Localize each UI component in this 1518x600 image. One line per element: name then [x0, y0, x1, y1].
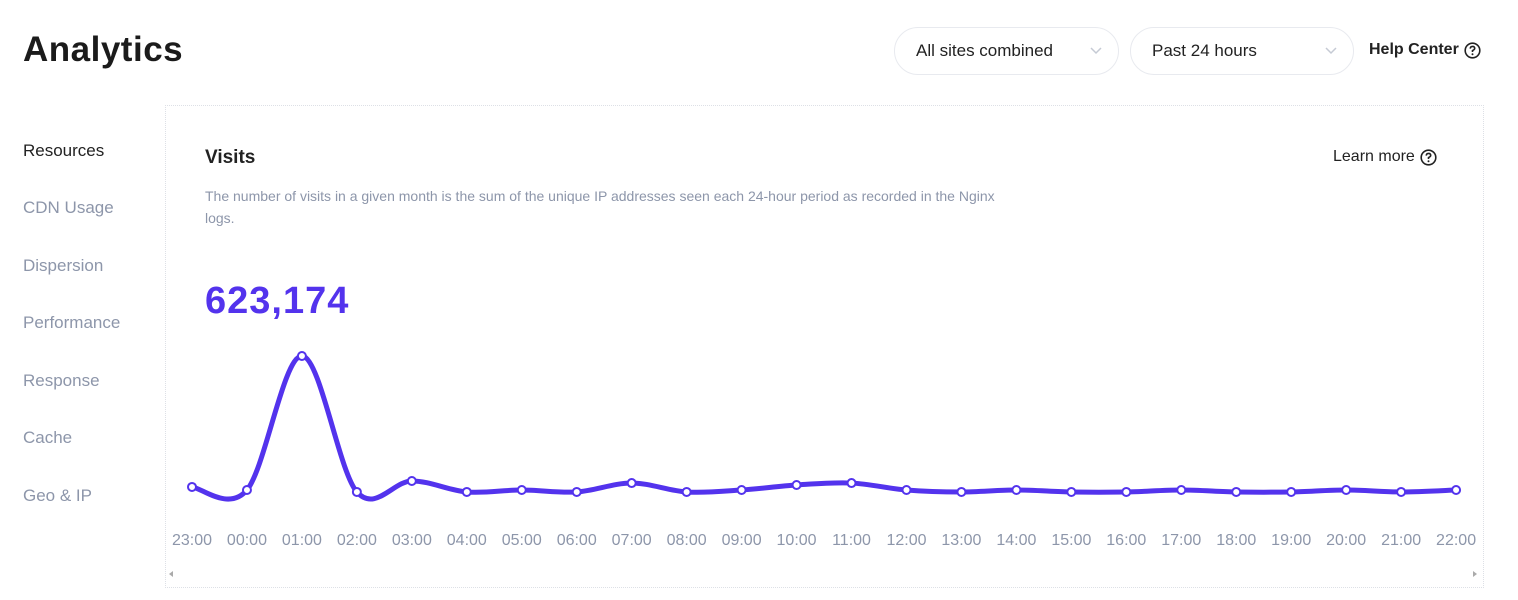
x-tick-label: 01:00	[282, 532, 322, 549]
data-point	[1341, 485, 1352, 496]
nav-item[interactable]: Cache	[23, 428, 73, 447]
page-title: Analytics	[23, 30, 184, 69]
x-tick-label: 21:00	[1381, 532, 1421, 549]
data-point	[901, 485, 912, 496]
x-tick-label: 04:00	[447, 532, 487, 549]
x-tick-label: 22:00	[1436, 532, 1476, 549]
x-tick-label: 03:00	[392, 532, 432, 549]
data-point	[406, 475, 417, 486]
help-label: Help Center	[1369, 41, 1459, 58]
x-tick-label: 05:00	[502, 532, 542, 549]
x-tick-label: 06:00	[557, 532, 597, 549]
x-tick-label: 17:00	[1161, 532, 1201, 549]
scroll-right[interactable]	[1473, 571, 1477, 577]
filter-label: Past 24 hours	[1152, 41, 1257, 60]
data-point	[956, 486, 967, 497]
data-point	[1286, 486, 1297, 497]
visits-line	[189, 353, 1459, 502]
data-point	[1396, 486, 1407, 497]
data-point	[681, 486, 692, 497]
filter-label: All sites combined	[916, 41, 1054, 60]
nav-item[interactable]: Response	[23, 371, 100, 390]
data-point	[1066, 486, 1077, 497]
x-tick-label: 10:00	[777, 532, 817, 549]
data-point	[571, 486, 582, 497]
panel	[165, 105, 1484, 588]
data-point	[516, 485, 527, 496]
x-tick-label: 23:00	[172, 532, 212, 549]
x-tick-label: 00:00	[227, 532, 267, 549]
data-point	[736, 485, 747, 496]
data-point	[1231, 486, 1242, 497]
x-tick-label: 16:00	[1106, 532, 1146, 549]
chevron	[1090, 47, 1102, 55]
x-tick-label: 02:00	[337, 532, 377, 549]
x-tick-label: 20:00	[1326, 532, 1366, 549]
data-point	[351, 486, 362, 497]
x-tick-label: 12:00	[886, 532, 926, 549]
site-filter[interactable]: All sites combined	[894, 27, 1119, 75]
data-point	[626, 478, 637, 489]
help-center[interactable]: Help Center	[1369, 41, 1481, 59]
nav-item[interactable]: Resources	[23, 141, 105, 160]
data-point	[461, 486, 472, 497]
data-point	[241, 485, 252, 496]
nav-item[interactable]: CDN Usage	[23, 198, 114, 217]
nav-item[interactable]: Geo & IP	[23, 486, 92, 505]
data-point	[1121, 486, 1132, 497]
chevron	[1325, 47, 1337, 55]
learn-more[interactable]: Learn more	[1333, 148, 1437, 166]
data-point	[296, 351, 307, 361]
x-tick-label: 08:00	[667, 532, 707, 549]
x-tick-label: 14:00	[996, 532, 1036, 549]
x-tick-label: 11:00	[832, 532, 871, 549]
nav-item[interactable]: Dispersion	[23, 256, 104, 275]
scroll-left[interactable]	[169, 571, 173, 577]
chart: 23:00 00:00 01:00 02:00 03:00 04:00 05:00 06:00…	[169, 351, 1477, 577]
data-point	[1176, 485, 1187, 496]
data-point	[1011, 485, 1022, 496]
x-tick-label: 19:00	[1271, 532, 1311, 549]
data-point	[187, 481, 197, 492]
data-point	[846, 478, 857, 489]
time-filter[interactable]: Past 24 hours	[1130, 27, 1354, 75]
panel-description: The number of visits in a given month is…	[205, 188, 995, 226]
nav-item[interactable]: Performance	[23, 313, 121, 332]
x-tick-label: 13:00	[941, 532, 981, 549]
x-tick-label: 18:00	[1216, 532, 1256, 549]
x-tick-label: 15:00	[1051, 532, 1091, 549]
help-icon	[1464, 41, 1481, 59]
data-point	[791, 480, 802, 491]
learn-label: Learn more	[1333, 148, 1415, 165]
help-icon	[1420, 148, 1437, 166]
x-tick-label: 07:00	[612, 532, 652, 549]
panel-title: Visits	[205, 147, 256, 168]
total-visits: 623,174	[205, 280, 350, 322]
data-point	[1451, 485, 1462, 496]
x-tick-label: 09:00	[722, 532, 762, 549]
